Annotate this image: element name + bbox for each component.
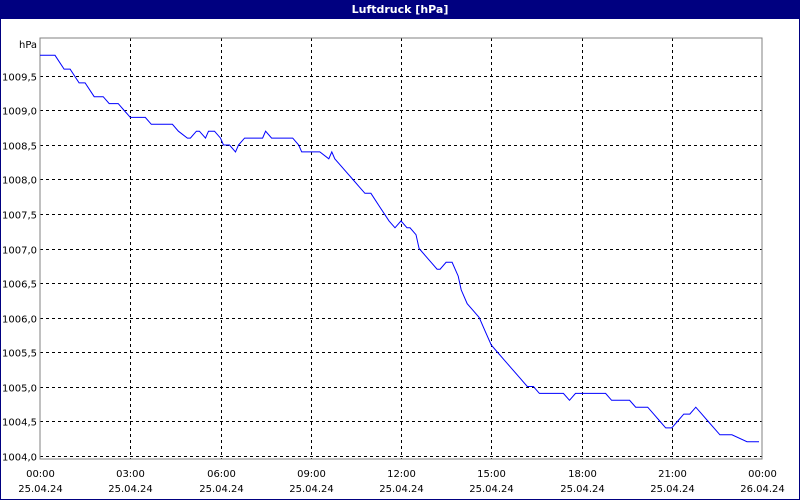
x-tick-time: 21:00: [658, 469, 687, 480]
x-tick-date: 25.04.24: [18, 484, 63, 495]
x-tick-date: 25.04.24: [650, 484, 695, 495]
x-tick-time: 06:00: [207, 469, 236, 480]
y-tick-label: 1006,0: [2, 315, 37, 326]
y-tick-label: 1007,0: [2, 246, 37, 257]
grid: [40, 38, 762, 459]
plot-area: [39, 37, 763, 460]
y-tick-label: 1009,0: [2, 107, 37, 118]
axes: 1004,0 1004,5 1005,0 1005,5 1006,0 1006,5 1007…: [2, 73, 785, 496]
x-tick-date: 25.04.24: [379, 484, 424, 495]
x-tick-date: 26.04.24: [740, 484, 785, 495]
y-tick-label: 1007,5: [2, 211, 37, 222]
x-tick-time: 03:00: [116, 469, 145, 480]
x-tick-time: 12:00: [387, 469, 416, 480]
y-tick-label: 1006,5: [2, 280, 37, 291]
y-tick-label: 1005,5: [2, 349, 37, 360]
x-tick-time: 15:00: [477, 469, 506, 480]
x-tick-date: 25.04.24: [199, 484, 244, 495]
x-tick-time: 09:00: [297, 469, 326, 480]
y-tick-label: 1009,5: [2, 73, 37, 84]
x-tick-time: 00:00: [748, 469, 777, 480]
series-line-luftdruck: [40, 54, 759, 443]
y-tick-label: 1008,0: [2, 176, 37, 187]
x-tick-date: 25.04.24: [469, 484, 514, 495]
x-tick-time: 00:00: [26, 469, 55, 480]
x-tick-date: 25.04.24: [560, 484, 605, 495]
x-tick-date: 25.04.24: [108, 484, 153, 495]
y-tick-label: 1004,0: [2, 453, 37, 464]
y-tick-label: 1004,5: [2, 418, 37, 429]
y-tick-label: 1008,5: [2, 142, 37, 153]
x-tick-time: 18:00: [568, 469, 597, 480]
y-axis-label: hPa: [19, 40, 37, 51]
chart-title: Luftdruck [hPa]: [1, 1, 799, 19]
x-tick-date: 25.04.24: [289, 484, 334, 495]
y-tick-label: 1005,0: [2, 384, 37, 395]
